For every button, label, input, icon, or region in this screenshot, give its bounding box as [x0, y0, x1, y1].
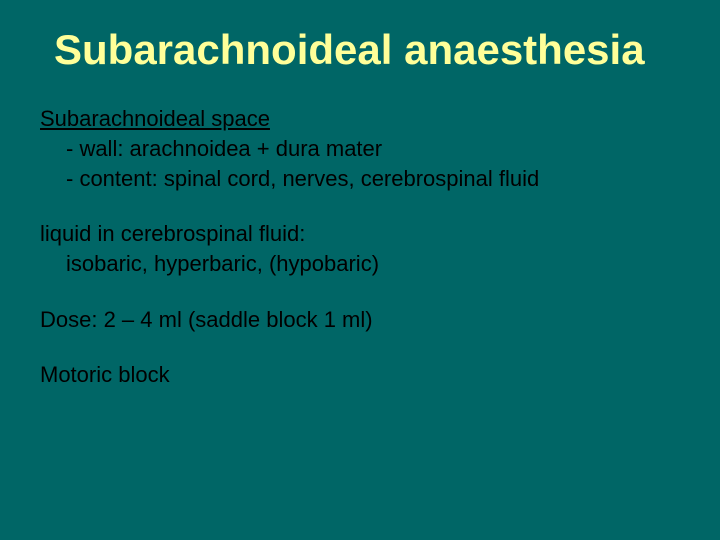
- section4-line1: Motoric block: [40, 360, 680, 390]
- slide-container: Subarachnoideal anaesthesia Subarachnoid…: [0, 0, 720, 540]
- section-liquid: liquid in cerebrospinal fluid: isobaric,…: [40, 219, 680, 278]
- section2-line1: liquid in cerebrospinal fluid:: [40, 219, 680, 249]
- section-motoric: Motoric block: [40, 360, 680, 390]
- section1-line1: - wall: arachnoidea + dura mater: [66, 134, 680, 164]
- section-heading: Subarachnoideal space: [40, 104, 680, 134]
- slide-body: Subarachnoideal space - wall: arachnoide…: [40, 104, 680, 390]
- slide-title: Subarachnoideal anaesthesia: [54, 26, 680, 74]
- section1-line2: - content: spinal cord, nerves, cerebros…: [66, 164, 680, 194]
- section2-line2: isobaric, hyperbaric, (hypobaric): [66, 249, 680, 279]
- section-dose: Dose: 2 – 4 ml (saddle block 1 ml): [40, 305, 680, 335]
- section-subarachnoideal-space: Subarachnoideal space - wall: arachnoide…: [40, 104, 680, 193]
- section3-line1: Dose: 2 – 4 ml (saddle block 1 ml): [40, 305, 680, 335]
